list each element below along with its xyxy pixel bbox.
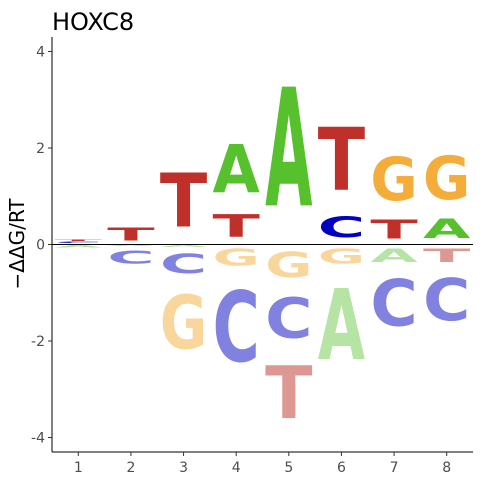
letter-T-negative: T	[265, 351, 312, 436]
letter-C-negative: C	[370, 267, 417, 342]
x-tick-label: 6	[337, 460, 346, 476]
letter-C-positive: C	[318, 211, 365, 244]
letter-A-negative: A	[55, 245, 103, 249]
letter-C-positive: C	[55, 242, 102, 244]
letter-T-negative: T	[423, 245, 471, 267]
x-tick-label: 7	[390, 460, 399, 476]
x-tick-label: 8	[442, 460, 451, 476]
y-tick-label: 4	[36, 44, 45, 60]
letter-T-positive: T	[318, 109, 366, 211]
x-tick-label: 3	[179, 460, 188, 476]
letter-C-negative: C	[423, 267, 470, 334]
y-tick-label: 0	[36, 238, 45, 254]
letter-A-positive: A	[423, 214, 471, 245]
letter-T-positive: T	[370, 215, 418, 245]
x-ticks: 1 2 3 4 5 6 7 8	[74, 452, 451, 476]
letter-T-positive: T	[213, 208, 261, 244]
y-tick-label: -4	[31, 431, 45, 447]
letter-G-negative: G	[160, 279, 207, 366]
letter-C-negative: C	[213, 273, 260, 385]
letter-stacks: GCTATACTACGTAGCAGCTCTGATGACAGTC	[55, 56, 471, 435]
letter-C-negative: C	[265, 286, 312, 351]
x-tick-label: 2	[126, 460, 135, 476]
y-axis-label: −ΔΔG/RT	[5, 198, 29, 290]
letter-G-negative: G	[213, 245, 260, 271]
y-tick-label: 2	[36, 141, 45, 157]
chart-title: HOXC8	[52, 8, 134, 36]
letter-G-positive: G	[370, 144, 417, 214]
letter-C-negative: C	[160, 248, 207, 279]
letter-A-positive: A	[213, 132, 260, 209]
letter-A-negative: A	[160, 245, 208, 248]
x-tick-label: 4	[232, 460, 241, 476]
letter-T-positive: T	[55, 239, 103, 241]
letter-T-positive: T	[160, 157, 207, 244]
letter-T-positive: T	[107, 224, 155, 244]
letter-G-negative: G	[318, 245, 365, 269]
x-tick-label: 5	[284, 460, 293, 476]
letter-G-positive: G	[423, 143, 470, 213]
letter-A-negative: A	[318, 270, 366, 382]
letter-A-positive: A	[265, 56, 312, 245]
letter-A-negative: A	[370, 245, 417, 267]
x-tick-label: 1	[74, 460, 83, 476]
letter-C-negative: C	[107, 247, 154, 268]
y-ticks: -4 -2 0 2 4	[31, 44, 52, 446]
letter-G-negative: G	[265, 246, 312, 286]
y-tick-label: -2	[31, 334, 45, 350]
